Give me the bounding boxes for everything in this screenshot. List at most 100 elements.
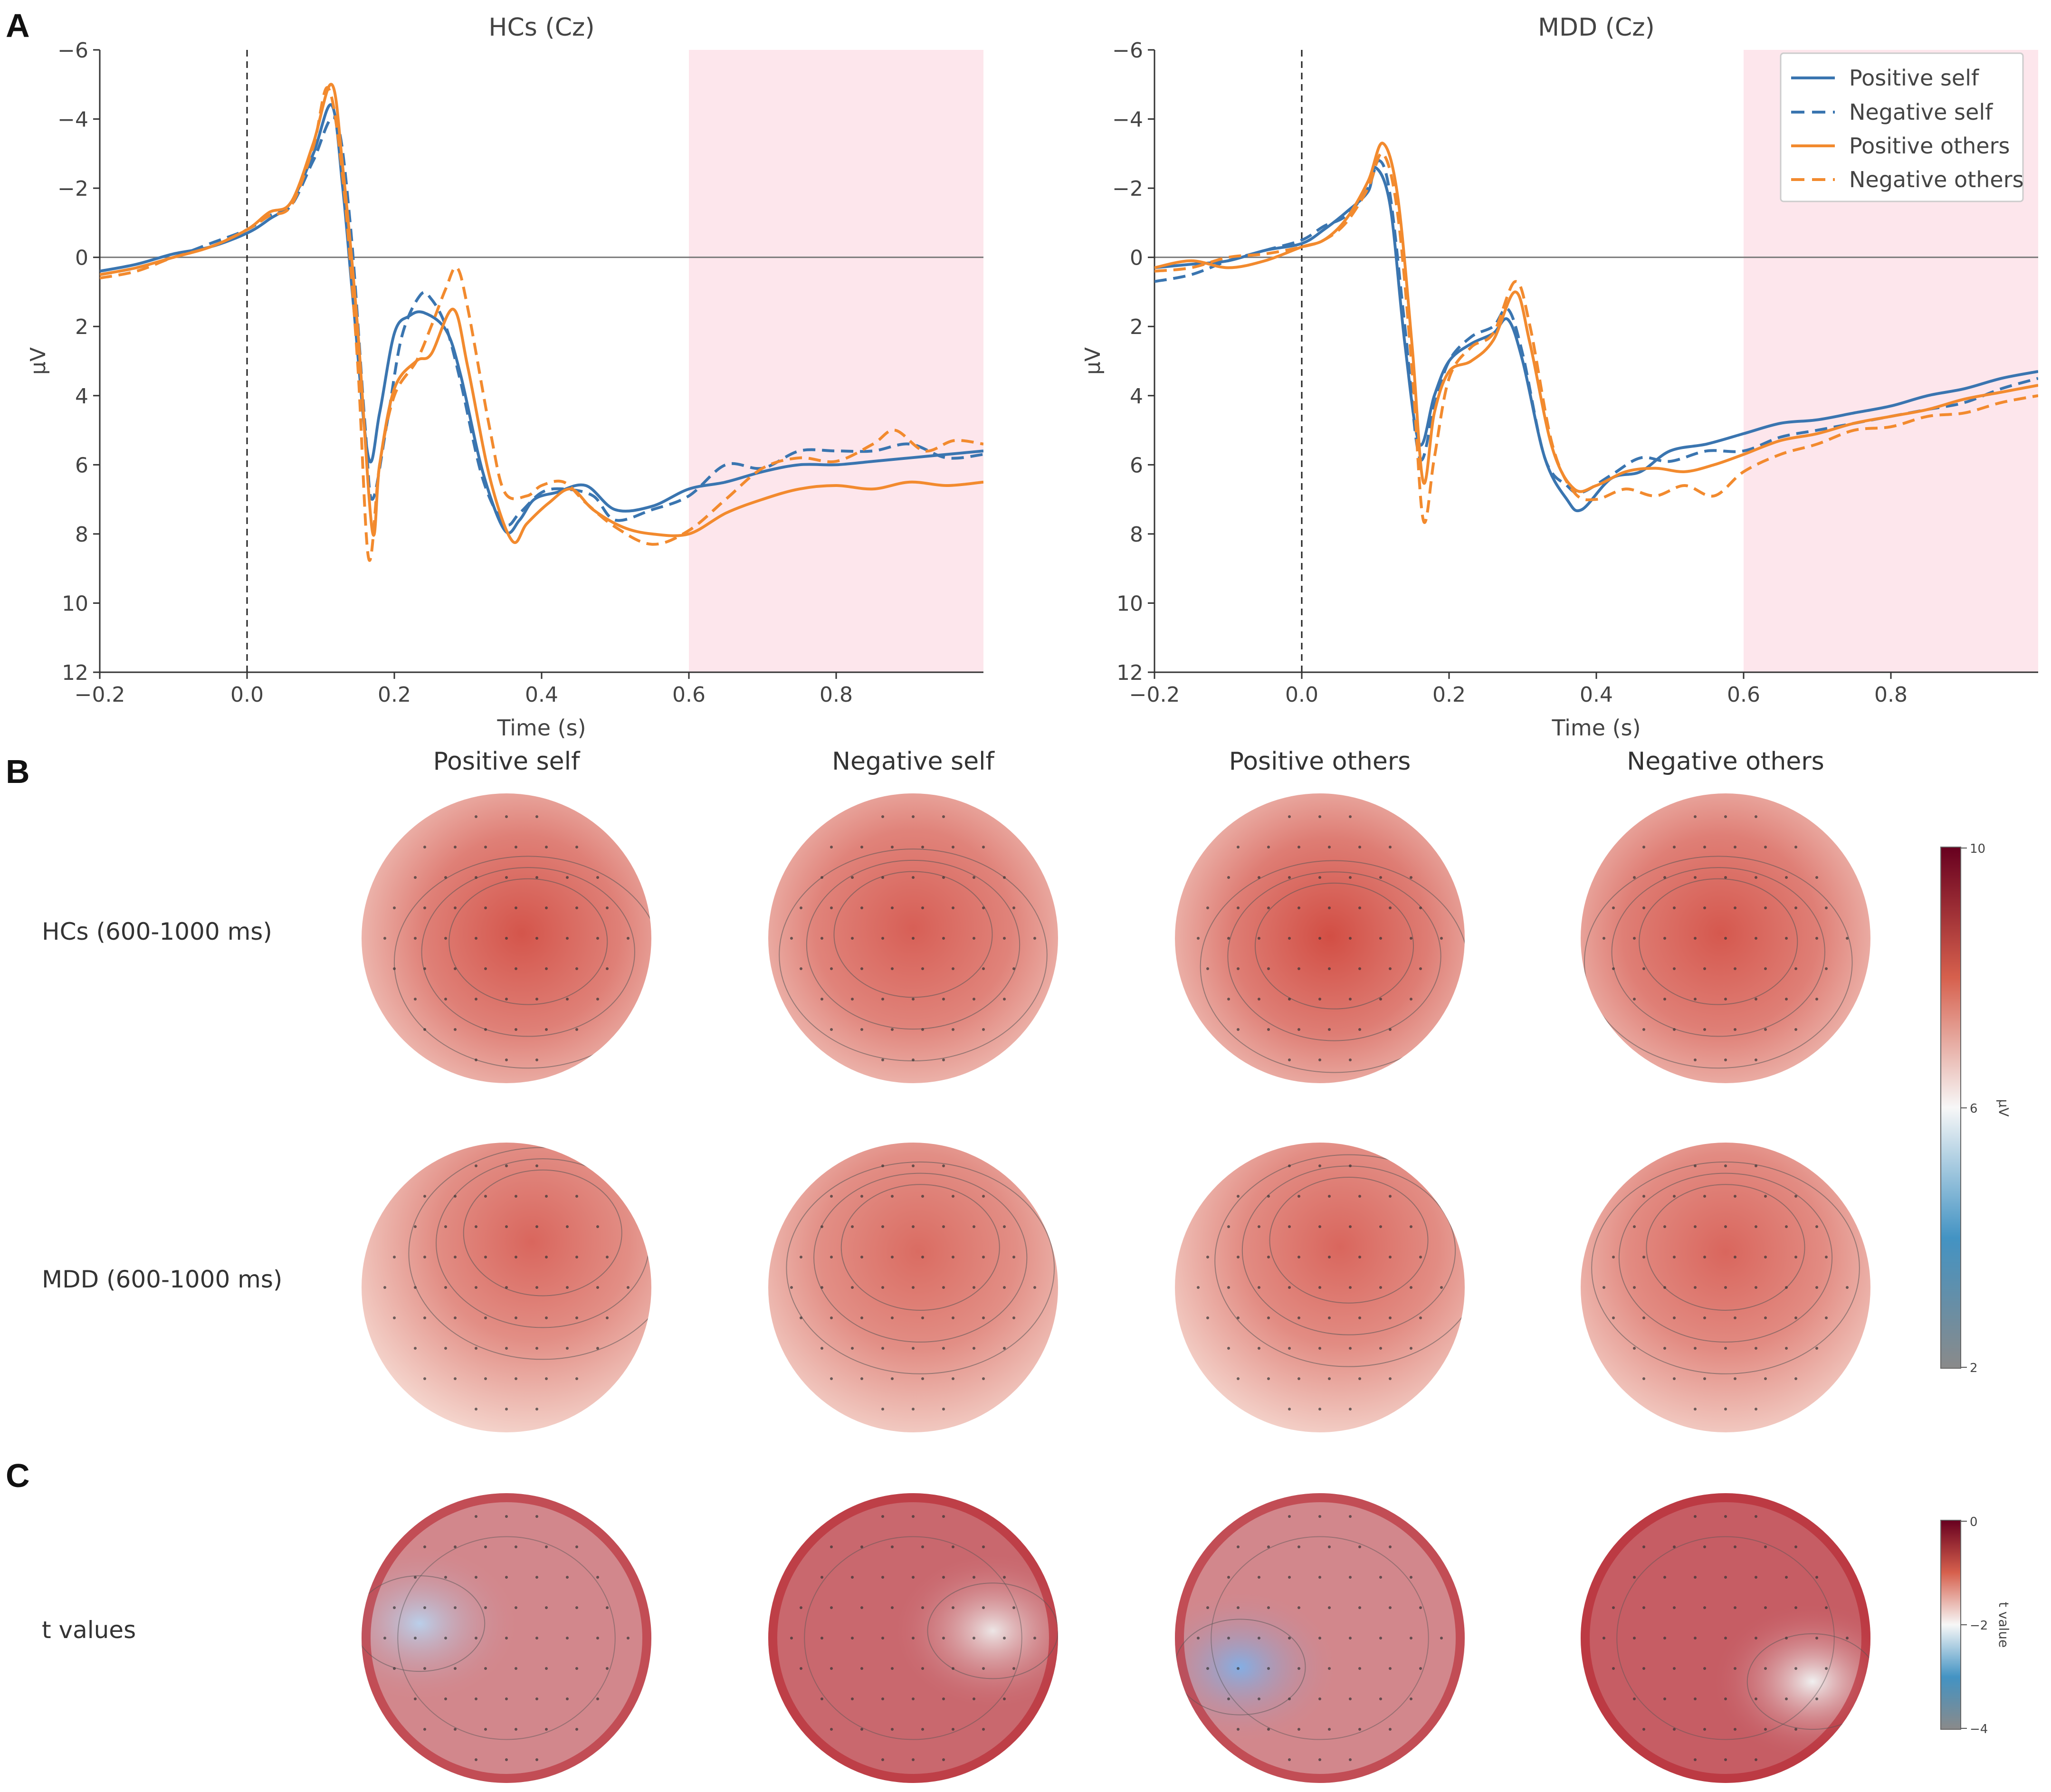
electrode-dot bbox=[596, 876, 599, 879]
x-tick-label: 0.4 bbox=[525, 683, 558, 707]
electrode-dot bbox=[1764, 1316, 1767, 1319]
series-line-negative-self bbox=[1154, 159, 2038, 495]
electrode-dot bbox=[454, 1667, 457, 1670]
electrode-dot bbox=[891, 846, 894, 848]
electrode-dot bbox=[851, 876, 854, 879]
electrode-dot bbox=[1267, 1667, 1270, 1670]
electrode-dot bbox=[1012, 1256, 1015, 1258]
electrode-dot bbox=[1815, 998, 1818, 1001]
electrode-dot bbox=[414, 937, 417, 940]
electrode-dot bbox=[891, 1316, 894, 1319]
electrode-dot bbox=[1724, 1576, 1727, 1579]
electrode-dot bbox=[1755, 1758, 1757, 1761]
topomap-hcs-2 bbox=[1175, 793, 1465, 1083]
electrode-dot bbox=[545, 906, 548, 909]
electrode-dot bbox=[830, 1545, 833, 1548]
electrode-dot bbox=[891, 1195, 894, 1198]
electrode-dot bbox=[1379, 1286, 1382, 1289]
electrode-dot bbox=[545, 1195, 548, 1198]
electrode-dot bbox=[830, 1728, 833, 1731]
electrode-dot bbox=[454, 1028, 457, 1031]
electrode-dot bbox=[1603, 937, 1605, 940]
electrode-dot bbox=[575, 1256, 578, 1258]
electrode-dot bbox=[912, 876, 915, 879]
contour-line bbox=[1175, 1619, 1306, 1716]
electrode-dot bbox=[393, 967, 396, 970]
electrode-dot bbox=[1328, 846, 1331, 848]
electrode-dot bbox=[912, 1058, 915, 1061]
electrode-dot bbox=[982, 846, 985, 848]
electrode-dot bbox=[800, 1606, 802, 1609]
electrode-dot bbox=[423, 967, 426, 970]
electrode-dot bbox=[1419, 1606, 1422, 1609]
electrode-dot bbox=[1694, 1164, 1697, 1167]
electrode-dot bbox=[912, 1408, 915, 1411]
electrode-dot bbox=[383, 1286, 386, 1289]
electrode-dot bbox=[1724, 1286, 1727, 1289]
electrode-dot bbox=[1612, 1316, 1615, 1319]
electrode-dot bbox=[454, 1545, 457, 1548]
electrode-dot bbox=[820, 1637, 823, 1639]
electrode-dot bbox=[535, 1408, 538, 1411]
electrode-dot bbox=[860, 1606, 863, 1609]
electrode-dot bbox=[505, 876, 508, 879]
electrode-dot bbox=[1673, 1028, 1676, 1031]
electrode-dot bbox=[1206, 1667, 1209, 1670]
electrode-dot bbox=[952, 1377, 954, 1380]
topomap-mdd-3 bbox=[1581, 1143, 1870, 1432]
electrode-dot bbox=[1633, 1286, 1636, 1289]
y-tick-label: −2 bbox=[1112, 177, 1143, 201]
electrode-dot bbox=[1764, 1028, 1767, 1031]
electrode-dot bbox=[1358, 1256, 1361, 1258]
electrode-dot bbox=[942, 1758, 945, 1761]
electrode-dot bbox=[1755, 1697, 1757, 1700]
electrode-dot bbox=[1794, 1728, 1797, 1731]
electrode-dot bbox=[505, 1286, 508, 1289]
topomap-mdd-0 bbox=[362, 1143, 651, 1432]
topomap-t-1 bbox=[768, 1493, 1058, 1783]
electrode-dot bbox=[860, 1195, 863, 1198]
series-group bbox=[100, 83, 983, 562]
electrode-dot bbox=[1642, 1316, 1645, 1319]
electrode-dot bbox=[1633, 1225, 1636, 1228]
electrode-dot bbox=[1724, 1758, 1727, 1761]
electrode-dot bbox=[444, 1347, 447, 1350]
electrode-dot bbox=[545, 1256, 548, 1258]
electrode-dot bbox=[830, 1606, 833, 1609]
electrode-dot bbox=[952, 1256, 954, 1258]
electrode-dot bbox=[851, 1225, 854, 1228]
electrode-dot bbox=[1633, 1637, 1636, 1639]
electrode-dot bbox=[921, 1667, 924, 1670]
electrode-dot bbox=[1419, 906, 1422, 909]
electrode-dot bbox=[393, 1316, 396, 1319]
electrode-dot bbox=[566, 1637, 569, 1639]
high-t-rim bbox=[362, 1493, 651, 1783]
electrode-dot bbox=[973, 1697, 975, 1700]
electrode-dot bbox=[912, 1286, 915, 1289]
electrode-dot bbox=[545, 1545, 548, 1548]
electrode-dot bbox=[800, 1667, 802, 1670]
electrode-dot bbox=[1785, 876, 1788, 879]
electrode-dot bbox=[1663, 876, 1666, 879]
electrode-dot bbox=[891, 1606, 894, 1609]
x-tick-label: 0.6 bbox=[672, 683, 706, 707]
legend-label-positive-self: Positive self bbox=[1849, 65, 1980, 91]
electrode-dot bbox=[800, 1256, 802, 1258]
electrode-dot bbox=[1379, 1225, 1382, 1228]
electrode-dot bbox=[423, 906, 426, 909]
electrode-dot bbox=[1206, 1256, 1209, 1258]
electrode-dot bbox=[475, 1164, 477, 1167]
electrode-dot bbox=[942, 1408, 945, 1411]
electrode-dot bbox=[912, 1347, 915, 1350]
x-tick-label: 0.8 bbox=[820, 683, 853, 707]
electrode-dot bbox=[1642, 1545, 1645, 1548]
electrode-dot bbox=[942, 876, 945, 879]
electrode-dot bbox=[423, 1728, 426, 1731]
contour-line bbox=[927, 1582, 1058, 1679]
electrode-dot bbox=[566, 1286, 569, 1289]
electrode-dot bbox=[423, 1606, 426, 1609]
electrode-dot bbox=[921, 1028, 924, 1031]
electrode-dot bbox=[830, 1667, 833, 1670]
electrode-dot bbox=[830, 967, 833, 970]
electrode-dot bbox=[575, 1667, 578, 1670]
